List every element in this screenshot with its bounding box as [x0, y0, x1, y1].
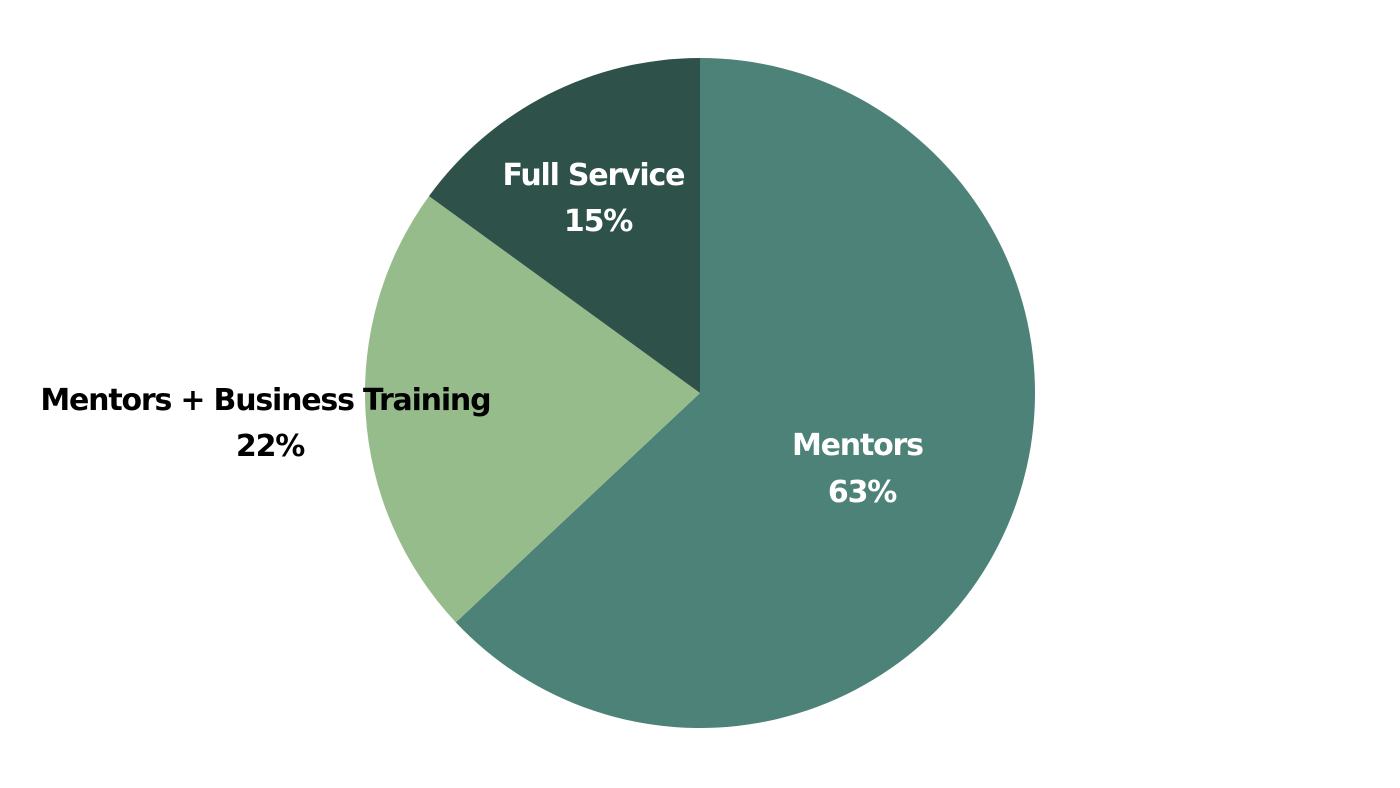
pie-slices	[364, 58, 1035, 728]
pie-labels: Mentors 63% Mentors + Business Training …	[40, 158, 932, 510]
slice-name-mentors: Mentors	[792, 428, 923, 463]
slice-percent-mentors-business-training: 22%	[236, 429, 305, 464]
pie-slice-mentors	[455, 58, 1035, 728]
slice-name-mentors-business-training: Mentors + Business Training	[40, 383, 490, 418]
slice-percent-full-service: 15%	[564, 204, 633, 239]
pie-slice-mentors-business-training	[364, 196, 700, 623]
slice-label-mentors-business-training: Mentors + Business Training 22%	[40, 383, 499, 464]
slice-name-full-service: Full Service	[503, 158, 685, 193]
pie-slice-full-service	[428, 58, 700, 393]
slice-percent-mentors: 63%	[828, 475, 897, 510]
slice-label-full-service: Full Service 15%	[503, 158, 694, 239]
slice-label-mentors: Mentors 63%	[792, 428, 932, 510]
